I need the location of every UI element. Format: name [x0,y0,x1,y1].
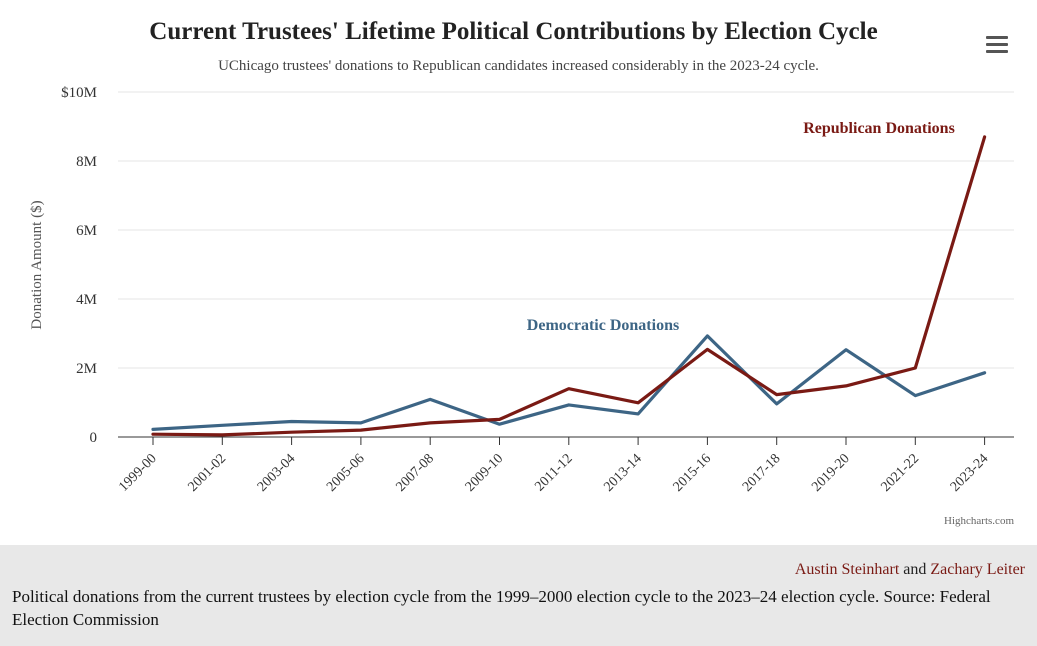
y-tick-label: 2M [76,361,97,377]
democratic-series-label: Democratic Donations [527,317,679,334]
x-tick-label: 2003-04 [255,451,299,495]
y-tick-label: 8M [76,154,97,170]
y-tick-label: $10M [61,85,97,101]
republican-series-label: Republican Donations [803,120,955,137]
x-tick-label: 2015-16 [671,451,715,495]
x-tick-label: 2005-06 [324,451,368,495]
chart-container: 0 2M 4M 6M 8M $10M 1999-00 2001-02 2003-04 2005-0… [29,18,1014,527]
author-link[interactable]: Zachary Leiter [930,561,1025,578]
caption-panel: Austin Steinhart and Zachary Leiter Poli… [0,545,1037,646]
republican-series-line [151,135,987,437]
x-tick-label: 2013-14 [601,451,645,495]
author-link[interactable]: Austin Steinhart [794,561,900,578]
byline-connector: and [903,561,927,578]
chart-subtitle: UChicago trustees' donations to Republic… [218,58,819,74]
chart-title: Current Trustees' Lifetime Political Con… [149,18,878,45]
line-chart: 0 2M 4M 6M 8M $10M 1999-00 2001-02 2003-04 2005-0… [29,85,1014,495]
x-tick-label: 1999-00 [116,451,160,495]
menu-bar [986,43,1008,46]
y-tick-label: 6M [76,223,97,239]
y-tick-label: 0 [90,430,98,446]
menu-bar [986,50,1008,53]
x-tick-label: 2019-20 [809,451,853,495]
highcharts-credits[interactable]: Highcharts.com [944,515,1014,527]
x-tick-label: 2001-02 [186,451,230,495]
x-tick-label: 2023-24 [948,451,992,495]
x-tick-label: 2011-12 [532,451,575,494]
x-tick-label: 2009-10 [463,451,507,495]
menu-bar [986,36,1008,39]
y-tick-label: 4M [76,292,97,308]
byline: Austin Steinhart and Zachary Leiter [795,561,1025,579]
caption-text: Political donations from the current tru… [12,587,991,629]
democratic-series-line [151,334,987,431]
x-tick-label: 2007-08 [393,451,437,495]
x-tick-label: 2017-18 [740,451,784,495]
y-axis-title: Donation Amount ($) [29,200,45,329]
x-tick-label: 2021-22 [879,451,923,495]
hamburger-menu-icon[interactable] [983,33,1011,57]
